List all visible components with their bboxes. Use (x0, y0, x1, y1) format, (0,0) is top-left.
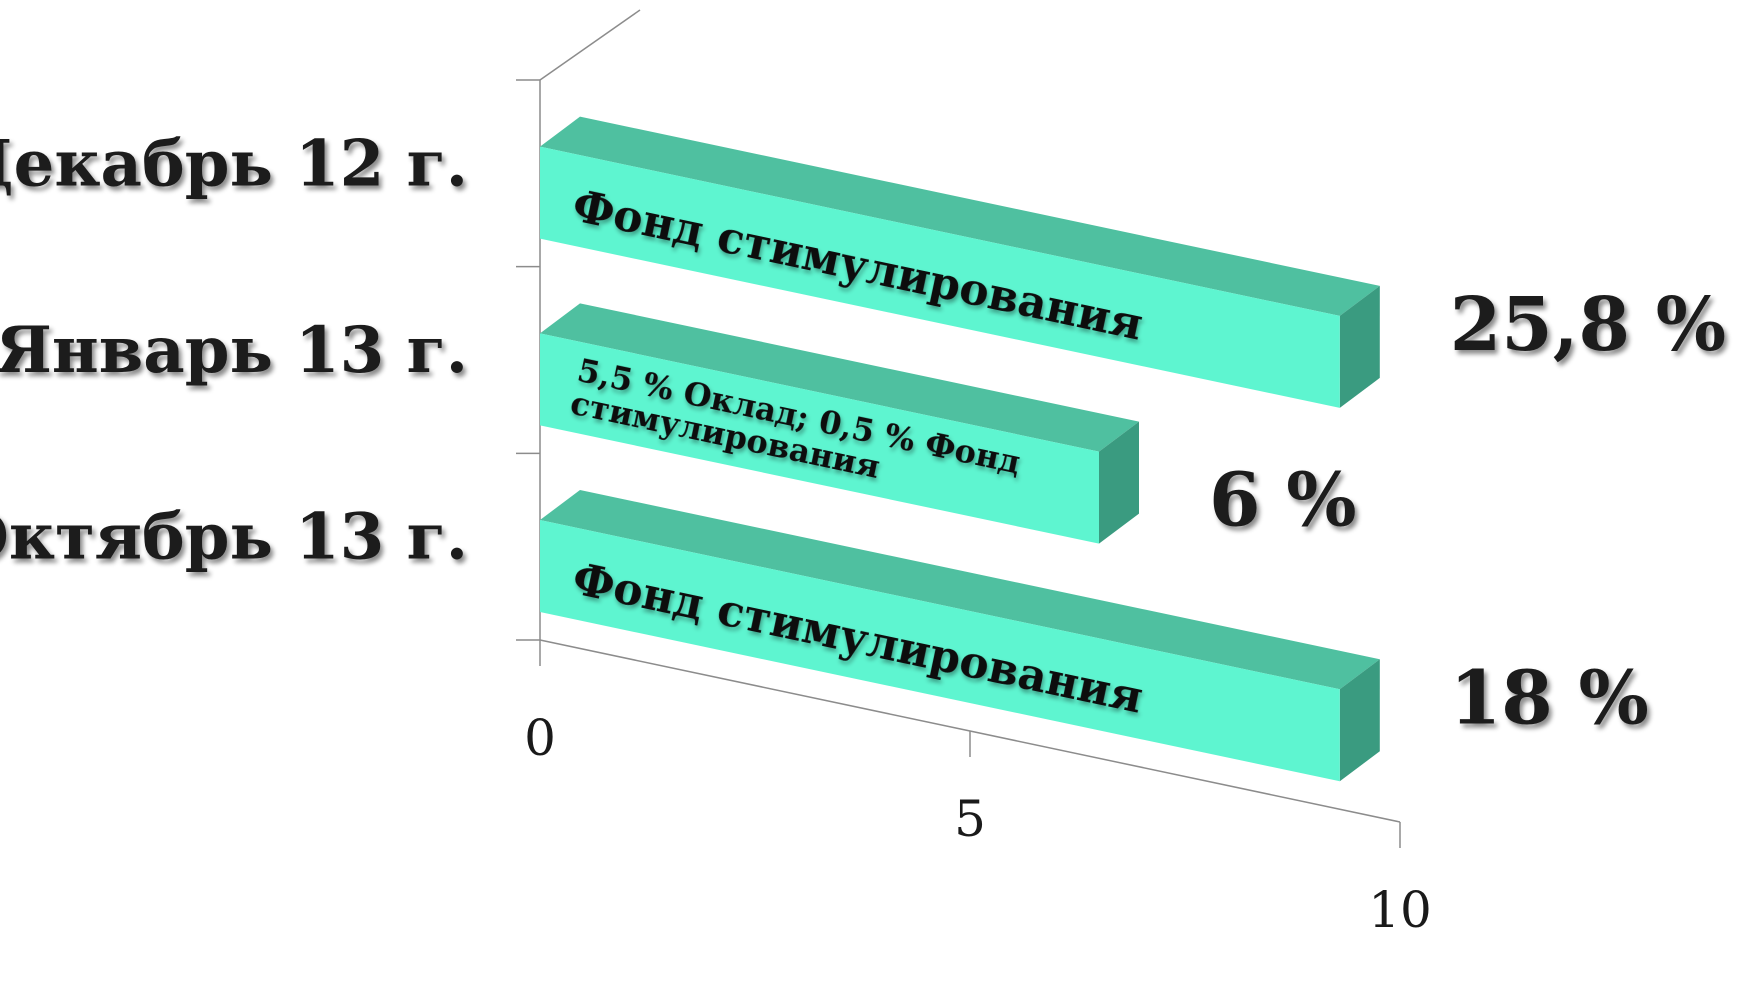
back-wall-edge (539, 9, 641, 81)
bar-front-face (540, 333, 1099, 544)
category-label: Декабрь 12 г. (0, 126, 468, 201)
value-label: 25,8 % (1450, 282, 1726, 368)
bar-top-face (540, 303, 1139, 452)
bar-2 (540, 303, 1139, 544)
bar-1 (540, 116, 1380, 408)
bar-top-face (540, 490, 1380, 690)
x-tick-label: 5 (954, 790, 986, 848)
category-label: Январь 13 г. (0, 313, 468, 388)
value-label: 6 % (1209, 458, 1357, 544)
x-tick-label: 0 (524, 709, 556, 767)
bar-side-face (1339, 659, 1380, 782)
bar-top-face (540, 116, 1380, 316)
category-label: Октябрь 13 г. (0, 500, 468, 575)
bar-front-face (540, 146, 1340, 408)
bars (540, 116, 1380, 782)
bar-front-face (540, 520, 1340, 782)
value-label: 18 % (1450, 655, 1649, 741)
bar-side-face (1099, 421, 1139, 544)
bar-side-face (1339, 285, 1380, 408)
x-tick-label: 10 (1368, 881, 1432, 939)
bar-3 (540, 490, 1380, 782)
